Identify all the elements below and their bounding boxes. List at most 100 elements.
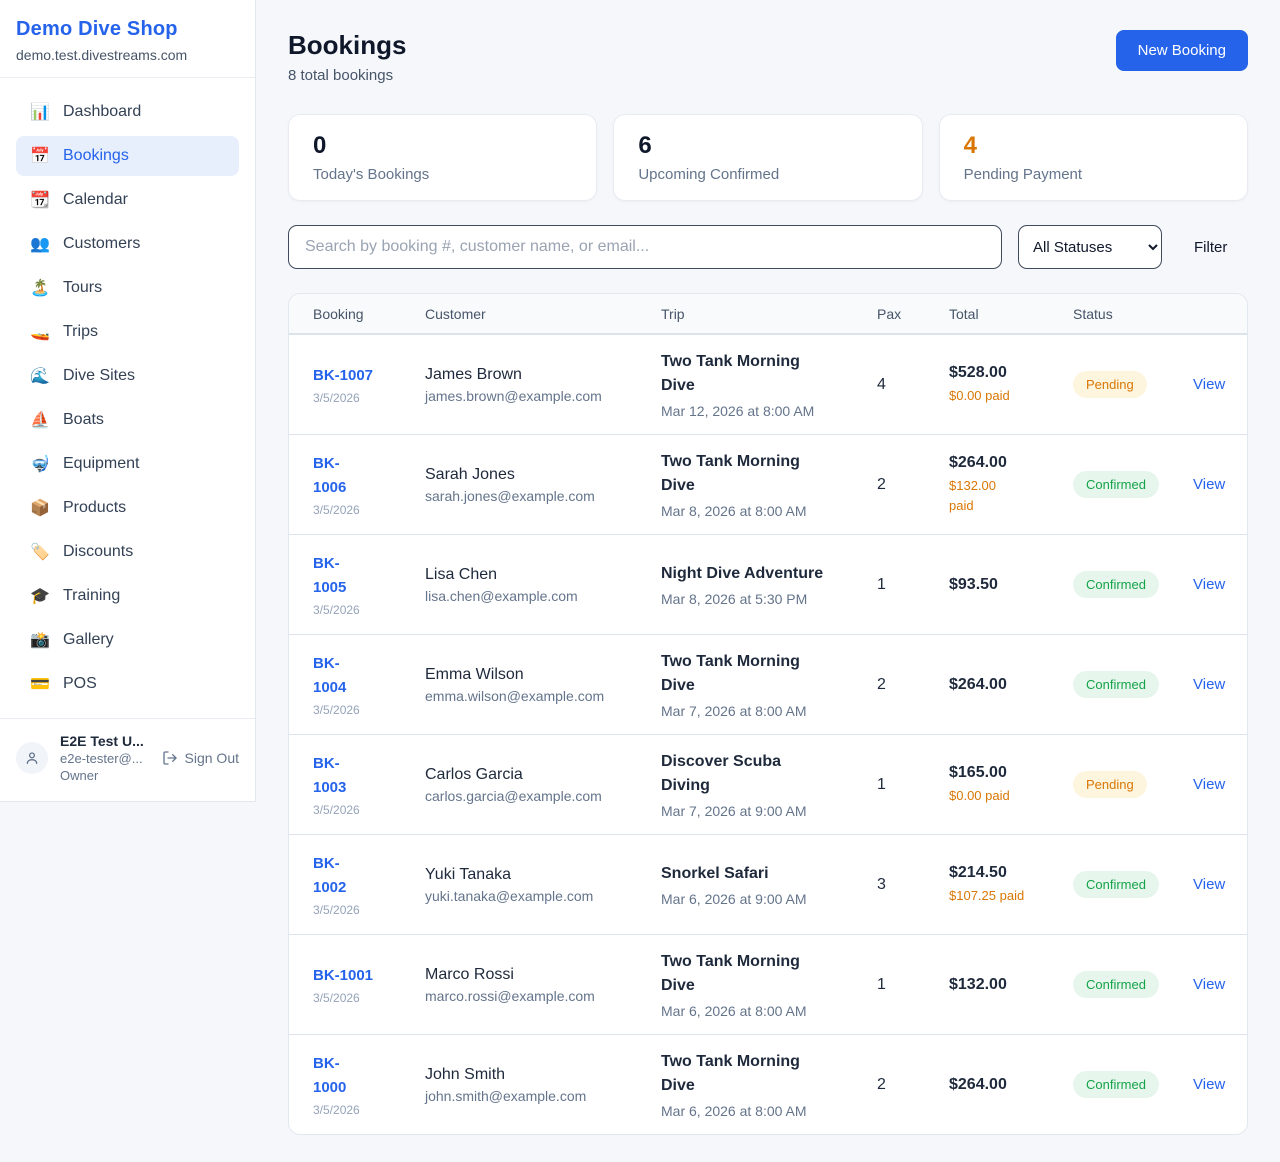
trips-boat-icon: 🚤: [30, 324, 50, 341]
status-cell: Confirmed: [1073, 871, 1193, 898]
trip-datetime: Mar 6, 2026 at 8:00 AM: [661, 1003, 807, 1019]
status-badge: Confirmed: [1073, 671, 1159, 698]
sidebar-item-calendar[interactable]: 📆 Calendar: [16, 180, 239, 220]
pax-value: 1: [877, 775, 886, 793]
pax-value: 2: [877, 675, 886, 693]
user-name: E2E Test U...: [60, 733, 144, 749]
booking-cell: BK- 1006 3/5/2026: [313, 452, 425, 517]
sidebar-item-boats[interactable]: ⛵ Boats: [16, 400, 239, 440]
booking-cell: BK- 1004 3/5/2026: [313, 652, 425, 717]
customer-name: Emma Wilson: [425, 665, 524, 683]
sidebar-item-label: Bookings: [63, 147, 129, 164]
sidebar-item-label: Boats: [63, 411, 104, 428]
trip-datetime: Mar 6, 2026 at 8:00 AM: [661, 1103, 807, 1119]
booking-id-link[interactable]: BK- 1006: [313, 455, 347, 496]
view-link[interactable]: View: [1193, 775, 1226, 793]
view-link[interactable]: View: [1193, 475, 1226, 493]
stat-label: Upcoming Confirmed: [638, 166, 780, 183]
sidebar-item-products[interactable]: 📦 Products: [16, 488, 239, 528]
sidebar-item-training[interactable]: 🎓 Training: [16, 576, 239, 616]
col-header-total: Total: [949, 305, 979, 322]
trip-cell: Two Tank Morning Dive Mar 6, 2026 at 8:0…: [661, 950, 877, 1019]
view-link[interactable]: View: [1193, 375, 1226, 393]
total-cell: $528.00 $0.00 paid: [949, 364, 1073, 406]
customer-email: carlos.garcia@example.com: [425, 787, 602, 804]
status-badge: Confirmed: [1073, 1071, 1159, 1098]
booking-id-link[interactable]: BK- 1002: [313, 855, 347, 896]
trip-datetime: Mar 12, 2026 at 8:00 AM: [661, 403, 815, 419]
table-row: BK- 1002 3/5/2026 Yuki Tanaka yuki.tanak…: [289, 834, 1247, 934]
total-cell: $264.00: [949, 676, 1073, 694]
trip-cell: Discover Scuba Diving Mar 7, 2026 at 9:0…: [661, 750, 877, 819]
stat-label: Pending Payment: [963, 166, 1083, 183]
sidebar-item-dive-sites[interactable]: 🌊 Dive Sites: [16, 356, 239, 396]
sidebar-item-label: Training: [63, 587, 121, 604]
pax-value: 1: [877, 975, 886, 993]
sidebar-item-gallery[interactable]: 📸 Gallery: [16, 620, 239, 660]
stat-value: 0: [313, 132, 327, 159]
customer-cell: Sarah Jones sarah.jones@example.com: [425, 466, 661, 504]
customer-email: sarah.jones@example.com: [425, 487, 595, 504]
customer-name: Yuki Tanaka: [425, 865, 511, 883]
view-link[interactable]: View: [1193, 975, 1226, 993]
booking-id-link[interactable]: BK- 1004: [313, 655, 347, 696]
page-header-text: Bookings 8 total bookings: [288, 30, 406, 84]
view-link[interactable]: View: [1193, 1075, 1226, 1093]
customer-email: marco.rossi@example.com: [425, 987, 595, 1004]
status-badge: Confirmed: [1073, 871, 1159, 898]
booking-id-link[interactable]: BK-1001: [313, 967, 374, 984]
sidebar-item-label: Customers: [63, 235, 141, 252]
new-booking-button[interactable]: New Booking: [1115, 30, 1248, 71]
booking-date: 3/5/2026: [313, 703, 360, 717]
customer-name: Sarah Jones: [425, 465, 515, 483]
sidebar-item-discounts[interactable]: 🏷️ Discounts: [16, 532, 239, 572]
total-cell: $132.00: [949, 976, 1073, 994]
customer-cell: James Brown james.brown@example.com: [425, 366, 661, 404]
view-link[interactable]: View: [1193, 675, 1226, 693]
status-badge: Confirmed: [1073, 571, 1159, 598]
customer-name: Carlos Garcia: [425, 765, 523, 783]
customer-cell: Yuki Tanaka yuki.tanaka@example.com: [425, 866, 661, 904]
booking-cell: BK-1001 3/5/2026: [313, 964, 425, 1005]
tag-icon: 🏷️: [30, 544, 50, 561]
customer-email: james.brown@example.com: [425, 387, 602, 404]
user-info: E2E Test U... e2e-tester@... Owner: [60, 733, 150, 783]
booking-cell: BK-1007 3/5/2026: [313, 364, 425, 405]
sidebar-item-trips[interactable]: 🚤 Trips: [16, 312, 239, 352]
trip-name: Two Tank Morning Dive: [661, 953, 800, 994]
booking-id-link[interactable]: BK- 1005: [313, 555, 347, 596]
package-icon: 📦: [30, 500, 50, 517]
sign-out-label: Sign Out: [184, 750, 239, 766]
sidebar-item-bookings[interactable]: 📅 Bookings: [16, 136, 239, 176]
search-input[interactable]: [288, 225, 1002, 269]
booking-id-link[interactable]: BK- 1000: [313, 1055, 347, 1096]
stat-value: 4: [963, 132, 978, 159]
sidebar-item-tours[interactable]: 🏝️ Tours: [16, 268, 239, 308]
trip-datetime: Mar 8, 2026 at 8:00 AM: [661, 503, 807, 519]
total-amount: $264.00: [949, 1075, 1007, 1093]
sidebar-item-pos[interactable]: 💳 POS: [16, 664, 239, 704]
total-amount: $264.00: [949, 675, 1007, 693]
customer-name: Marco Rossi: [425, 965, 514, 983]
status-cell: Confirmed: [1073, 971, 1193, 998]
total-cell: $214.50 $107.25 paid: [949, 864, 1073, 906]
trip-name: Two Tank Morning Dive: [661, 653, 800, 694]
sidebar-item-equipment[interactable]: 🤿 Equipment: [16, 444, 239, 484]
sidebar-item-customers[interactable]: 👥 Customers: [16, 224, 239, 264]
view-link[interactable]: View: [1193, 875, 1226, 893]
paid-amount: $107.25 paid: [949, 887, 1025, 903]
sign-out-button[interactable]: Sign Out: [162, 750, 239, 766]
paid-amount: $0.00 paid: [949, 787, 1010, 803]
sidebar-item-dashboard[interactable]: 📊 Dashboard: [16, 92, 239, 132]
customer-cell: John Smith john.smith@example.com: [425, 1066, 661, 1104]
view-link[interactable]: View: [1193, 575, 1226, 593]
sign-out-icon: [162, 751, 177, 765]
paid-amount: $0.00 paid: [949, 387, 1010, 403]
camera-icon: 📸: [30, 632, 50, 649]
booking-id-link[interactable]: BK-1007: [313, 367, 374, 384]
status-cell: Confirmed: [1073, 571, 1193, 598]
filter-button[interactable]: Filter: [1180, 231, 1241, 264]
sidebar-item-label: Dive Sites: [63, 367, 136, 384]
status-filter-select[interactable]: All Statuses: [1018, 225, 1162, 269]
booking-id-link[interactable]: BK- 1003: [313, 755, 347, 796]
